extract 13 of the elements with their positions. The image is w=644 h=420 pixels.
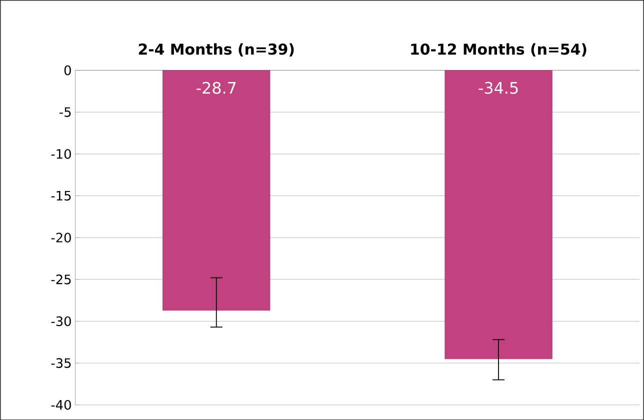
- x-tick-label: 2-4 Months (n=39): [138, 43, 294, 56]
- y-tick-label: -30: [51, 316, 71, 326]
- y-tick-label: 0: [64, 65, 71, 76]
- y-tick-label: -40: [51, 400, 71, 410]
- y-tick-label: -5: [60, 107, 71, 117]
- x-tick-label: 10-12 Months (n=54): [411, 43, 586, 56]
- y-tick-label: -10: [51, 148, 71, 159]
- y-tick-label: -25: [51, 274, 71, 284]
- data-label: -28.7: [196, 82, 236, 94]
- y-tick-label: -20: [51, 232, 71, 242]
- y-tick-label: -35: [51, 358, 71, 368]
- y-tick-label: -15: [51, 190, 71, 200]
- data-label: -34.5: [478, 82, 518, 94]
